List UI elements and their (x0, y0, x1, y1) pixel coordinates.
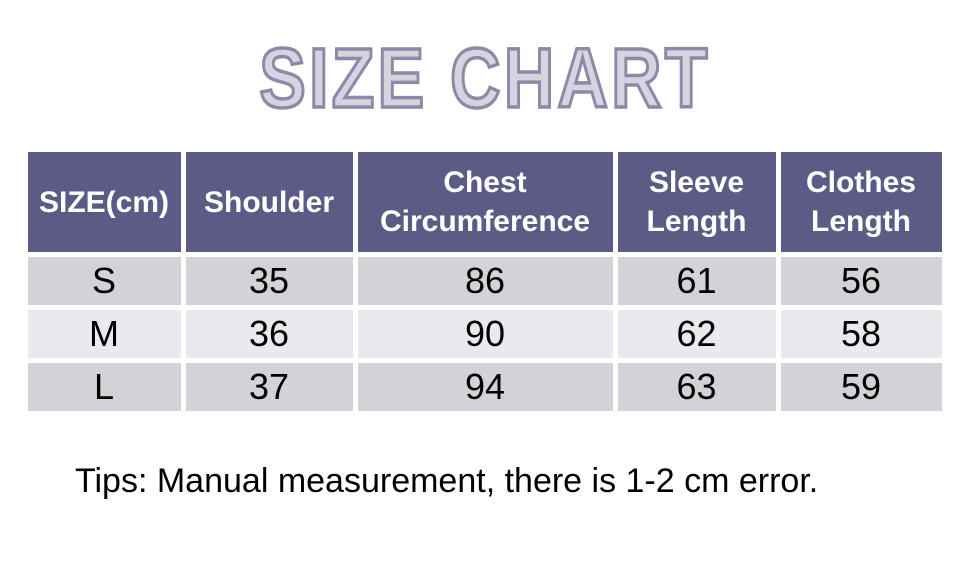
size-label: M (27, 310, 181, 358)
size-table-body: S 35 86 61 56 M 36 90 62 58 L 37 94 63 5… (27, 257, 942, 411)
page-title: SIZE CHART (257, 29, 711, 126)
table-row-s: S 35 86 61 56 (27, 257, 942, 305)
size-table: SIZE(cm) Shoulder Chest Circumference Sl… (23, 147, 947, 416)
title-area: SIZE CHART (0, 29, 969, 130)
table-cell: 37 (185, 363, 353, 411)
table-cell: 86 (357, 257, 613, 305)
column-header-size: SIZE(cm) (27, 152, 181, 252)
column-header-clothes-length: Clothes Length (780, 152, 942, 252)
table-cell: 94 (357, 363, 613, 411)
header-row: SIZE(cm) Shoulder Chest Circumference Sl… (27, 152, 942, 252)
column-header-chest-circumference: Chest Circumference (357, 152, 613, 252)
table-cell: 61 (617, 257, 776, 305)
table-cell: 90 (357, 310, 613, 358)
table-cell: 56 (780, 257, 942, 305)
table-cell: 59 (780, 363, 942, 411)
table-row-m: M 36 90 62 58 (27, 310, 942, 358)
column-header-shoulder: Shoulder (185, 152, 353, 252)
table-cell: 35 (185, 257, 353, 305)
size-table-header: SIZE(cm) Shoulder Chest Circumference Sl… (27, 152, 942, 252)
table-cell: 63 (617, 363, 776, 411)
table-cell: 58 (780, 310, 942, 358)
measurement-note: Tips: Manual measurement, there is 1-2 c… (75, 462, 819, 500)
size-label: S (27, 257, 181, 305)
table-row-l: L 37 94 63 59 (27, 363, 942, 411)
size-label: L (27, 363, 181, 411)
size-chart-page: SIZE CHART SIZE(cm) Shoulder Chest Circu… (0, 29, 969, 567)
column-header-sleeve-length: Sleeve Length (617, 152, 776, 252)
table-cell: 62 (617, 310, 776, 358)
table-cell: 36 (185, 310, 353, 358)
